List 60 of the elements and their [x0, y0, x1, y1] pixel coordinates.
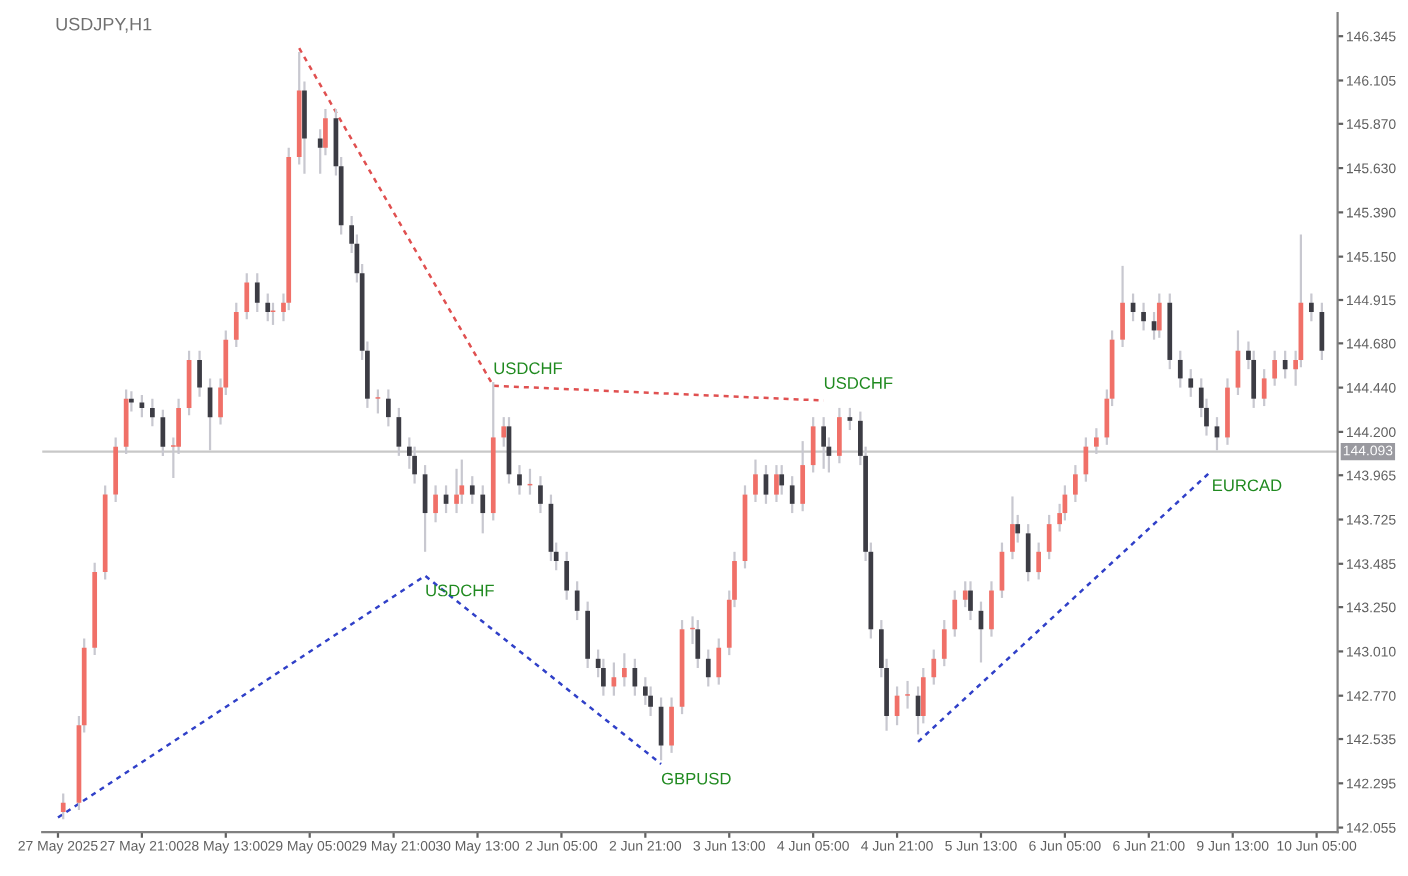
candlestick — [60, 792, 66, 821]
candlestick — [244, 272, 250, 321]
annotation: USDCHF — [426, 584, 494, 597]
candlestick — [150, 397, 155, 428]
candlestick — [774, 463, 779, 504]
candlestick — [1046, 513, 1052, 561]
candlestick — [469, 475, 475, 505]
candlestick — [601, 657, 606, 697]
candlestick — [538, 475, 543, 515]
candlestick — [454, 467, 459, 515]
candlestick — [375, 388, 381, 415]
annotation: EURCAD — [1213, 479, 1282, 492]
candlestick — [779, 463, 785, 496]
candlestick — [1272, 349, 1278, 387]
annotation: GBPUSD — [661, 772, 731, 785]
candlestick — [1177, 349, 1183, 389]
chart-title: USDJPY,H1 — [56, 17, 152, 33]
candlestick — [1025, 523, 1031, 583]
candlestick — [1282, 349, 1288, 380]
candlestick — [847, 406, 853, 432]
annotation: USDCHF — [494, 362, 563, 375]
annotation: USDCHF — [824, 377, 893, 389]
candlestick — [705, 648, 711, 688]
candlestick — [648, 685, 653, 718]
candlestick — [632, 657, 638, 697]
candlestick — [480, 484, 486, 535]
candlestick — [1036, 541, 1042, 581]
candlestick — [952, 589, 958, 638]
candlestick — [517, 463, 522, 496]
candlestick — [669, 696, 674, 754]
candlestick — [716, 637, 722, 686]
candlestick — [1141, 301, 1146, 332]
candlestick — [433, 484, 438, 524]
candlestick — [197, 349, 202, 398]
candlestick — [1261, 368, 1267, 408]
candlestick — [585, 600, 591, 670]
candlestick — [695, 618, 701, 670]
candlestick — [941, 618, 947, 668]
candlestick — [1188, 368, 1194, 398]
candlestick — [265, 292, 271, 323]
candlestick — [989, 580, 994, 638]
candlestick — [789, 475, 795, 515]
candlestick — [574, 580, 580, 622]
candlestick — [622, 652, 627, 688]
candlestick — [1251, 349, 1257, 410]
candlestick — [1120, 264, 1125, 349]
candlestick — [1010, 495, 1015, 561]
candlestick — [233, 301, 239, 349]
candlestick — [1309, 292, 1314, 323]
candlestick — [459, 458, 465, 505]
candlestick — [753, 458, 758, 504]
candlestick — [905, 679, 910, 710]
candlestick — [931, 648, 937, 686]
candlestick — [1156, 292, 1162, 339]
candlestick — [564, 550, 570, 601]
candlestick — [386, 388, 391, 428]
candlestick — [139, 393, 145, 419]
candlestick — [254, 272, 260, 314]
candlestick — [968, 580, 973, 622]
candlestick — [1073, 463, 1078, 504]
